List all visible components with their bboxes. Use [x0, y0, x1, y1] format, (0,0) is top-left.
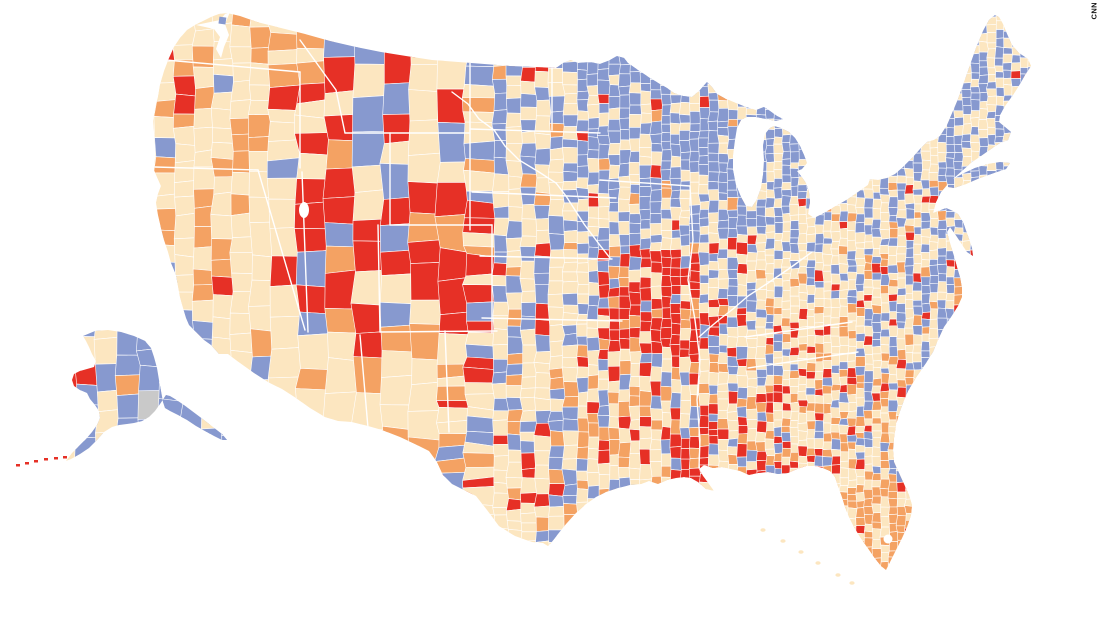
svg-text:CNN: CNN	[1090, 2, 1099, 19]
